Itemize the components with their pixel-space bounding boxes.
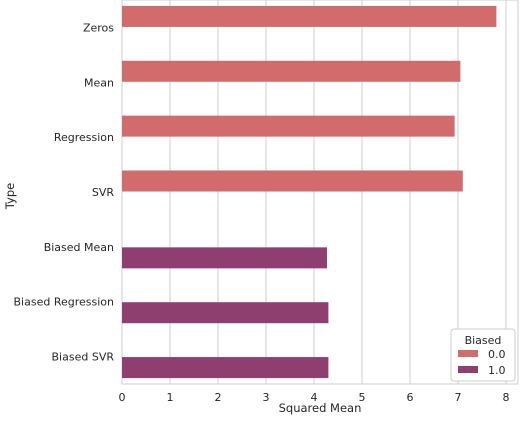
y-tick-label: Biased Regression xyxy=(14,296,115,309)
x-tick-label: 2 xyxy=(215,391,222,404)
x-tick-label: 0 xyxy=(119,391,126,404)
plot-area xyxy=(121,0,519,385)
legend-title: Biased xyxy=(465,334,502,347)
bar xyxy=(122,170,463,192)
y-tick-label: Zeros xyxy=(83,21,114,34)
y-tick-label: Biased Mean xyxy=(44,241,114,254)
x-tick-label: 8 xyxy=(503,391,510,404)
y-tick-label: Mean xyxy=(84,76,114,89)
y-tick-labels: Zeros Mean Regression SVR Biased Mean Biased … xyxy=(14,21,115,363)
x-tick-label: 1 xyxy=(167,391,174,404)
bar xyxy=(122,357,329,379)
x-tick-label: 7 xyxy=(455,391,462,404)
legend: Biased 0.0 1.0 xyxy=(450,328,516,382)
bar xyxy=(122,115,455,137)
bars xyxy=(122,5,497,379)
legend-swatch-1 xyxy=(458,366,478,373)
x-tick-labels: 0 1 2 3 4 5 6 7 8 xyxy=(119,391,510,404)
bar xyxy=(122,5,497,27)
x-axis-title: Squared Mean xyxy=(279,401,362,415)
bar xyxy=(122,247,327,269)
legend-label-0: 0.0 xyxy=(488,348,506,361)
x-tick-label: 5 xyxy=(359,391,366,404)
legend-label-1: 1.0 xyxy=(488,364,506,377)
y-axis-title: Type xyxy=(3,183,17,210)
y-tick-label: SVR xyxy=(92,186,115,199)
x-tick-label: 6 xyxy=(407,391,414,404)
x-tick-label: 4 xyxy=(311,391,318,404)
y-tick-label: Regression xyxy=(54,131,114,144)
x-tick-label: 3 xyxy=(263,391,270,404)
y-tick-label: Biased SVR xyxy=(52,351,115,364)
legend-swatch-0 xyxy=(458,350,478,357)
bar xyxy=(122,302,329,324)
bar xyxy=(122,60,461,82)
